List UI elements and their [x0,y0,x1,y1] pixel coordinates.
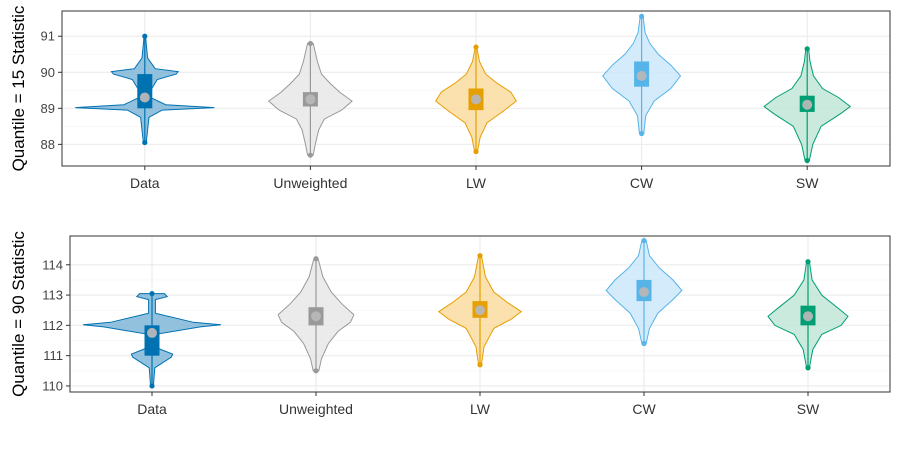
mean-point [305,94,316,105]
max-point [149,290,155,297]
x-tick-label-unweighted: Unweighted [273,175,347,191]
mean-point [139,92,150,103]
max-point [313,256,319,262]
min-point [639,130,645,137]
mean-point [802,99,813,110]
x-tick-label-lw: LW [470,401,491,417]
y-tick-label: 114 [42,257,63,272]
y-tick-label: 89 [41,101,55,116]
min-point [477,362,483,368]
violin-data [75,33,215,146]
mean-point [803,311,813,322]
max-point [477,253,483,259]
violin-lw [437,253,523,368]
max-point [804,46,810,52]
violin-lw [435,44,517,155]
iqr-box [137,74,153,109]
max-point [805,259,811,265]
max-point [639,13,645,20]
mean-point [471,94,481,105]
y-tick-label: 91 [41,29,55,44]
x-tick-label-data: Data [137,401,167,417]
mean-point [639,287,649,298]
min-point [805,365,811,371]
x-tick-label-cw: CW [630,175,654,191]
violin-sw [763,46,852,164]
min-point [313,368,319,374]
violin-unweighted [267,40,353,158]
y-axis-title: Quantile = 90 Statistic [9,231,28,397]
max-point [142,33,148,39]
x-tick-label-cw: CW [632,401,656,417]
y-axis-title: Quantile = 15 Statistic [9,5,28,171]
mean-point [475,305,485,316]
violin-cw [605,237,683,347]
min-point [804,157,810,164]
max-point [473,44,479,50]
y-tick-label: 88 [41,137,55,152]
x-tick-label-sw: SW [796,175,819,191]
min-point [641,340,647,347]
violin-cw [602,13,682,137]
min-point [149,383,155,389]
y-tick-label: 113 [42,288,63,303]
min-point [142,139,148,146]
y-tick-label: 110 [42,378,63,393]
violin-unweighted [277,256,355,374]
y-tick-label: 112 [42,318,63,333]
mean-point [636,70,647,81]
x-tick-label-sw: SW [797,401,820,417]
min-point [473,148,479,155]
y-tick-label: 90 [41,65,55,80]
violin-sw [767,259,849,371]
y-tick-label: 111 [43,348,63,363]
mean-point [147,327,157,338]
max-point [307,40,313,47]
violin-data [83,290,221,389]
x-tick-label-data: Data [130,175,160,191]
panel-2: 110 111 112 113 114 Data Unweighted LW CW SW Quant… [9,231,891,417]
x-tick-label-unweighted: Unweighted [279,401,353,417]
max-point [641,237,647,244]
mean-point [311,311,321,322]
panel-1: 88 89 90 91 Data Unweighted LW CW SW Quantile = 1… [9,5,891,191]
x-tick-label-lw: LW [466,175,487,191]
min-point [307,152,313,158]
